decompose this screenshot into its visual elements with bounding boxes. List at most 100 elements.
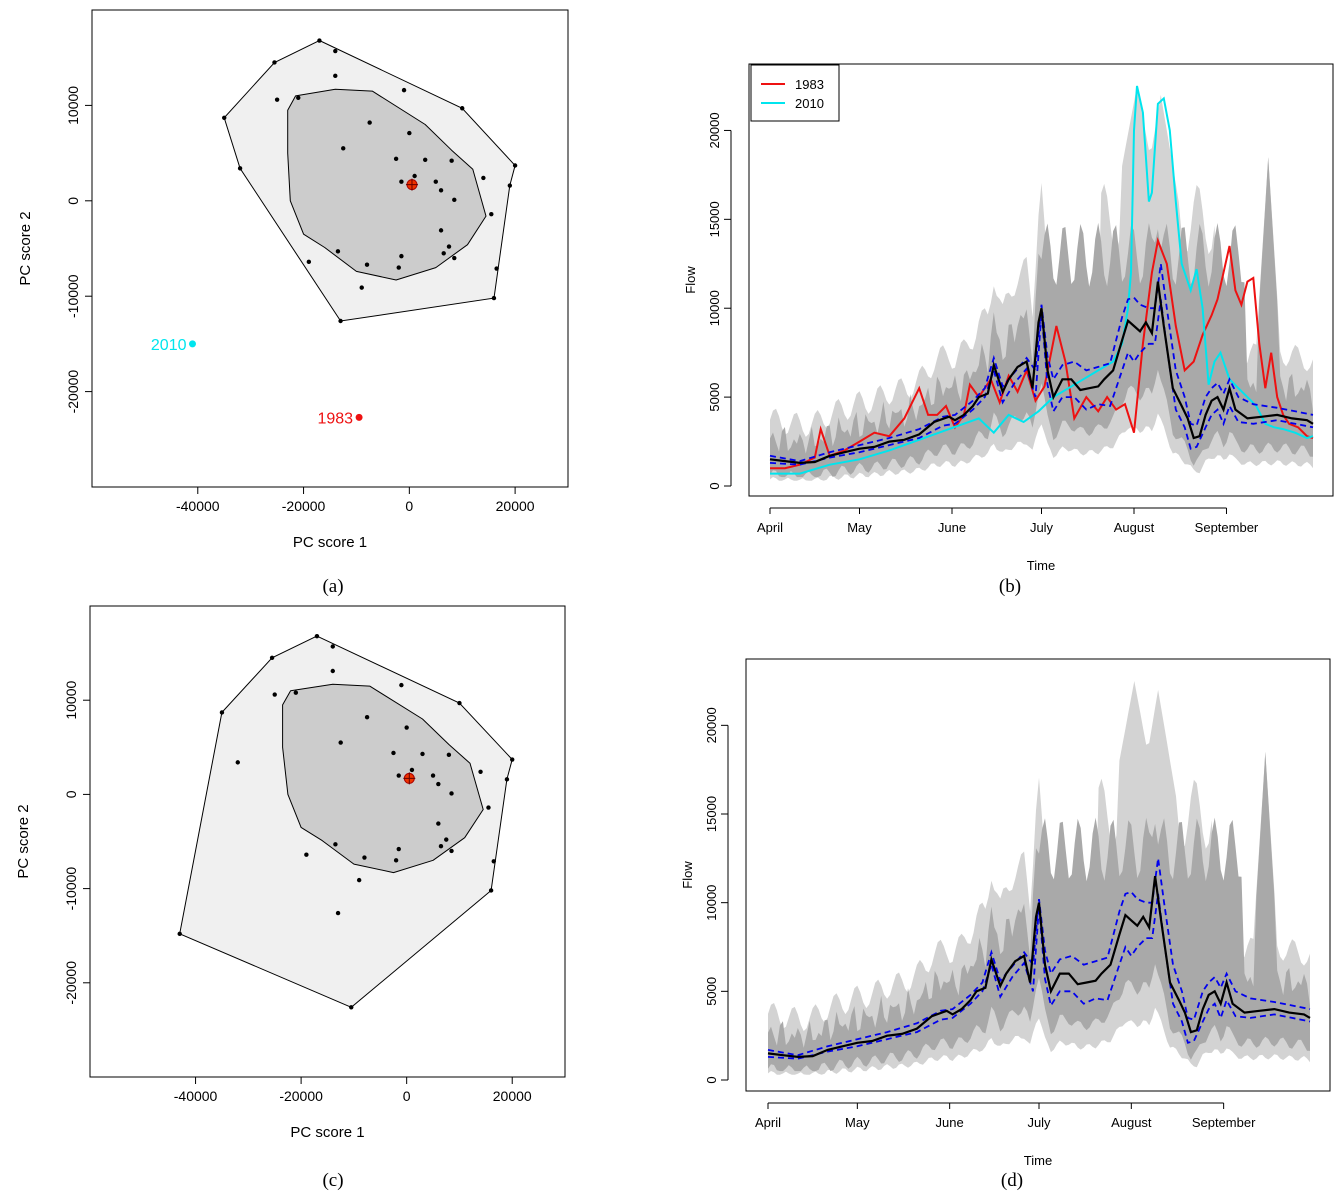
y-axis-label: Flow (683, 266, 698, 294)
x-tick-label: -20000 (279, 1088, 323, 1104)
y-tick-label: 20000 (704, 707, 719, 743)
panel-d-caption: (d) (1001, 1170, 1023, 1191)
data-point (338, 740, 343, 745)
data-point (393, 156, 399, 162)
x-tick-label-august: August (1114, 520, 1155, 535)
y-tick-label: -10000 (65, 274, 81, 318)
y-tick-label: 15000 (707, 201, 722, 237)
x-tick-label: 20000 (493, 1088, 532, 1104)
data-point (356, 877, 362, 883)
data-point (407, 130, 412, 136)
outlier-label-1983: 1983 (317, 410, 353, 427)
series-line-2010 (770, 85, 1314, 475)
data-point (338, 318, 343, 324)
x-axis-label: Time (1024, 1153, 1052, 1168)
y-tick-label: 10000 (63, 681, 79, 720)
x-tick-label: 20000 (496, 498, 535, 514)
data-point (396, 265, 401, 270)
x-tick-label-june: June (938, 520, 966, 535)
data-point (314, 633, 320, 639)
data-point (335, 910, 341, 916)
data-point (333, 73, 338, 79)
x-tick-label-april: April (755, 1115, 781, 1130)
y-axis-label: Flow (680, 861, 695, 889)
data-point (362, 855, 367, 860)
median-line (769, 281, 1314, 465)
x-tick-label-july: July (1027, 1115, 1051, 1130)
data-point (449, 158, 454, 163)
x-tick-label: 0 (405, 498, 413, 514)
legend-label-2010: 2010 (795, 96, 824, 111)
data-point (478, 769, 483, 774)
median-cross (405, 178, 418, 191)
x-tick-label-june: June (936, 1115, 964, 1130)
data-point (446, 752, 452, 758)
y-tick-label: -20000 (63, 961, 79, 1005)
y-tick-label: -10000 (63, 867, 79, 911)
x-tick-label-may: May (847, 520, 872, 535)
data-point (330, 668, 335, 674)
data-point (412, 173, 417, 179)
band-dashed-line (769, 299, 1314, 466)
y-tick-label: 0 (63, 790, 79, 798)
legend-label-1983: 1983 (795, 77, 824, 92)
y-tick-label: 15000 (704, 796, 719, 832)
data-point (359, 285, 364, 290)
data-point (457, 700, 462, 706)
inner-bag-region (282, 683, 484, 874)
data-point (341, 146, 346, 151)
outlier-label-2010: 2010 (151, 337, 187, 354)
median-line (767, 875, 1311, 1059)
panel-b-caption: (b) (999, 576, 1021, 597)
data-point (333, 48, 338, 54)
data-point (491, 295, 497, 301)
data-point (488, 888, 494, 893)
y-axis-label: PC score 2 (17, 211, 34, 285)
data-point (430, 773, 436, 778)
y-axis-label: PC score 2 (15, 804, 32, 878)
data-point (219, 710, 225, 715)
x-tick-label: -40000 (174, 1088, 218, 1104)
data-point (452, 197, 457, 203)
data-point (494, 266, 499, 271)
data-point (235, 760, 240, 765)
data-point (491, 859, 496, 864)
data-point (330, 644, 335, 649)
y-tick-label: -20000 (65, 370, 81, 414)
data-point (436, 781, 441, 787)
inner-bag-region (287, 88, 487, 281)
data-point (446, 244, 452, 249)
panel-c-caption: (c) (322, 1170, 343, 1191)
data-point (507, 183, 513, 188)
x-tick-label-september: September (1195, 520, 1259, 535)
y-tick-label: 10000 (65, 86, 81, 125)
x-tick-label-july: July (1030, 520, 1054, 535)
data-point (510, 757, 515, 762)
band-dashed-line (769, 263, 1314, 463)
data-point (296, 95, 301, 100)
y-tick-label: 5000 (704, 977, 719, 1006)
y-tick-label: 0 (704, 1076, 719, 1083)
panel-b-flow-chart: 0 5000 10000 15000 20000 April May June July Augu… (683, 63, 1334, 573)
data-point (399, 682, 404, 688)
y-tick-label: 5000 (707, 383, 722, 412)
data-point (222, 115, 227, 121)
data-point (367, 120, 372, 125)
x-tick-label: -20000 (282, 498, 326, 514)
band-dashed-line (767, 893, 1311, 1060)
data-point (274, 97, 280, 102)
data-point (335, 249, 341, 254)
data-point (449, 848, 454, 854)
x-tick-label: -40000 (176, 498, 220, 514)
x-tick-label-april: April (757, 520, 783, 535)
data-point (391, 750, 396, 756)
data-point (512, 163, 518, 168)
data-point (452, 255, 457, 261)
data-point (433, 179, 438, 184)
data-point (393, 858, 399, 863)
data-point (304, 852, 309, 857)
data-point (404, 725, 409, 730)
data-point (449, 791, 454, 796)
data-point (438, 188, 444, 193)
